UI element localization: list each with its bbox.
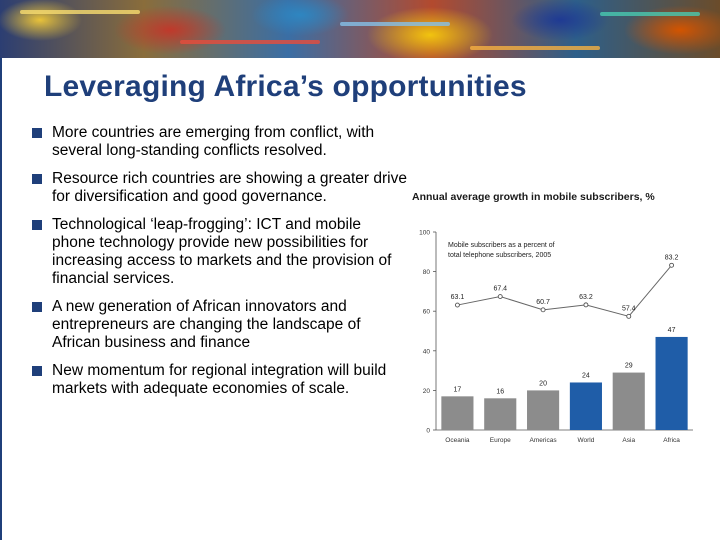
line-data-label: 57.4 (622, 305, 636, 312)
bullet-square-icon (32, 128, 42, 138)
banner-stroke (600, 12, 700, 16)
chart-svg: Mobile subscribers as a percent of total… (419, 230, 693, 444)
bar (441, 396, 474, 430)
bullet-text: New momentum for regional integration wi… (52, 362, 387, 397)
category-label: Africa (663, 437, 680, 444)
bullet-square-icon (32, 366, 42, 376)
bar-data-label: 47 (668, 327, 676, 334)
bar-data-label: 24 (582, 372, 590, 379)
bar (527, 390, 560, 430)
bullet-square-icon (32, 174, 42, 184)
bar-data-label: 17 (454, 386, 462, 393)
banner-stroke (180, 40, 320, 44)
banner-stroke (20, 10, 140, 14)
category-label: Asia (622, 437, 635, 444)
y-tick-label: 80 (423, 269, 431, 276)
bar-data-label: 20 (539, 380, 547, 387)
chart-heading: Annual average growth in mobile subscrib… (412, 191, 655, 203)
bullet-text: Resource rich countries are showing a gr… (52, 170, 407, 205)
y-tick-label: 0 (426, 428, 430, 435)
bar (484, 398, 517, 430)
bar-data-label: 29 (625, 363, 633, 370)
line-point (454, 302, 460, 308)
y-tick-label: 100 (419, 230, 430, 237)
y-tick-label: 60 (423, 309, 431, 316)
line-point (540, 307, 546, 313)
y-tick-label: 40 (423, 348, 431, 355)
chart: Mobile subscribers as a percent of total… (408, 220, 698, 450)
bar (612, 372, 645, 430)
bullet-item: Technological ‘leap-frogging’: ICT and m… (32, 216, 407, 288)
banner-stroke (340, 22, 450, 26)
header-banner (0, 0, 720, 58)
line-series (457, 264, 672, 317)
slide-left-border (0, 58, 2, 540)
bullet-square-icon (32, 302, 42, 312)
line-data-label: 63.2 (579, 294, 593, 301)
bullet-text: A new generation of African innovators a… (52, 298, 361, 351)
bullet-item: A new generation of African innovators a… (32, 298, 407, 352)
category-label: World (577, 437, 594, 444)
category-label: Americas (530, 437, 558, 444)
bullet-item: Resource rich countries are showing a gr… (32, 170, 407, 206)
line-data-label: 67.4 (493, 286, 507, 293)
line-data-label: 83.2 (665, 254, 679, 261)
legend-text: Mobile subscribers as a percent of (448, 242, 555, 249)
bar (655, 336, 688, 430)
line-point (669, 262, 675, 268)
bar (569, 382, 602, 430)
bullet-text: More countries are emerging from conflic… (52, 124, 375, 159)
bullet-item: More countries are emerging from conflic… (32, 124, 407, 160)
line-point (497, 294, 503, 299)
line-data-label: 60.7 (536, 299, 550, 306)
line-point (626, 313, 632, 319)
category-label: Oceania (445, 437, 470, 444)
category-label: Europe (490, 437, 511, 444)
y-tick-label: 20 (423, 388, 431, 395)
line-point (583, 302, 589, 308)
legend-text: total telephone subscribers, 2005 (448, 252, 551, 259)
bullet-text: Technological ‘leap-frogging’: ICT and m… (52, 216, 392, 287)
line-data-label: 63.1 (451, 294, 465, 301)
bullet-square-icon (32, 220, 42, 230)
banner-stroke (470, 46, 600, 50)
slide-title: Leveraging Africa’s opportunities (44, 70, 527, 103)
bullet-item: New momentum for regional integration wi… (32, 362, 407, 398)
bar-data-label: 16 (496, 388, 504, 395)
bullet-list: More countries are emerging from conflic… (32, 124, 407, 408)
